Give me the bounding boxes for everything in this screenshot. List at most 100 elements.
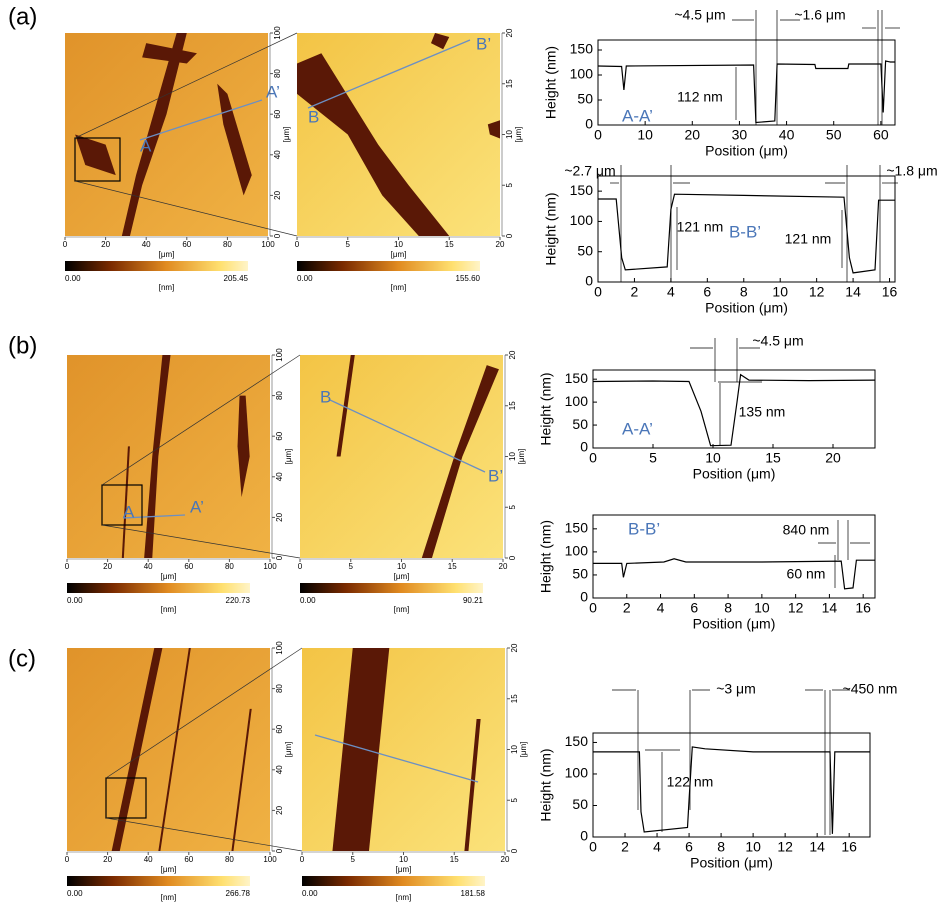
x-tick-label: 2 bbox=[621, 839, 629, 855]
profile-marker: A bbox=[123, 502, 135, 521]
annotation: ~4.5 μm bbox=[752, 333, 803, 349]
x-tick-label: 16 bbox=[882, 284, 898, 300]
colorbar-min: 0.00 bbox=[297, 274, 313, 283]
plot-frame bbox=[592, 732, 871, 838]
colorbar bbox=[302, 876, 485, 886]
profile-line bbox=[122, 514, 186, 519]
annotation: ~3 μm bbox=[716, 681, 756, 697]
profile-marker: A bbox=[140, 136, 152, 155]
x-tick-label: 12 bbox=[777, 839, 793, 855]
image-unit: [μm] bbox=[517, 449, 526, 465]
x-tick-label: 5 bbox=[649, 450, 657, 466]
image-tick-label: 60 bbox=[184, 562, 193, 571]
image-tick-label: 60 bbox=[184, 855, 193, 864]
x-tick-label: 12 bbox=[809, 284, 825, 300]
image-tick-label: 10 bbox=[510, 745, 519, 754]
image-tick-label: 20 bbox=[275, 805, 284, 814]
profile-line bbox=[139, 99, 263, 141]
image-tick-label: 10 bbox=[394, 240, 403, 249]
image-tick-label: 40 bbox=[275, 472, 284, 481]
y-tick-label: 0 bbox=[585, 116, 593, 132]
colorbar-min: 0.00 bbox=[67, 596, 83, 605]
zoom-box bbox=[101, 484, 143, 526]
image-tick-label: 15 bbox=[508, 401, 517, 410]
profile-curve bbox=[597, 60, 895, 124]
image-tick-label: 0 bbox=[300, 855, 305, 864]
image-tick-label: 100 bbox=[273, 26, 282, 40]
x-axis-label: Position (μm) bbox=[693, 466, 776, 482]
image-tick-label: 10 bbox=[397, 562, 406, 571]
crack bbox=[111, 648, 163, 851]
image-tick-label: 80 bbox=[225, 562, 234, 571]
x-tick-label: 10 bbox=[754, 600, 770, 616]
panel-label: (a) bbox=[8, 3, 37, 30]
y-tick-label: 150 bbox=[565, 520, 589, 536]
x-tick-label: 60 bbox=[873, 127, 889, 143]
profile-curve bbox=[593, 746, 870, 834]
colorbar-max: 90.21 bbox=[463, 596, 484, 605]
image-tick-label: 100 bbox=[275, 641, 284, 655]
plot-frame bbox=[592, 514, 876, 599]
y-axis-label: Height (nm) bbox=[538, 520, 554, 593]
x-tick-label: 20 bbox=[684, 127, 700, 143]
x-tick-label: 10 bbox=[637, 127, 653, 143]
profile-line bbox=[307, 39, 471, 109]
annotation: 840 nm bbox=[783, 522, 830, 538]
x-tick-label: 10 bbox=[745, 839, 761, 855]
crack bbox=[421, 365, 499, 558]
profile-marker: A’ bbox=[190, 497, 204, 516]
image-unit: [μm] bbox=[391, 250, 407, 259]
image-tick-label: 0 bbox=[298, 562, 303, 571]
colorbar-min: 0.00 bbox=[302, 889, 318, 898]
crack bbox=[237, 395, 250, 498]
afm-image bbox=[67, 648, 270, 851]
crack bbox=[297, 53, 450, 236]
y-tick-label: 100 bbox=[565, 543, 589, 559]
image-tick-label: 0 bbox=[295, 240, 300, 249]
zoom-line bbox=[105, 647, 303, 779]
annotation: 121 nm bbox=[677, 219, 724, 235]
x-tick-label: 16 bbox=[855, 600, 871, 616]
image-tick-label: 10 bbox=[399, 855, 408, 864]
image-tick-label: 5 bbox=[510, 797, 519, 802]
crack bbox=[332, 648, 390, 851]
profile-marker: B bbox=[320, 387, 331, 406]
colorbar-unit: [nm] bbox=[394, 605, 410, 614]
profile-marker: B bbox=[308, 107, 319, 126]
y-tick-label: 150 bbox=[565, 370, 589, 386]
annotation: ~1.6 μm bbox=[794, 7, 845, 23]
afm-surface bbox=[67, 355, 270, 558]
x-tick-label: 14 bbox=[845, 284, 861, 300]
x-tick-label: 6 bbox=[690, 600, 698, 616]
image-tick-label: 0 bbox=[505, 233, 514, 238]
crack bbox=[336, 355, 355, 457]
afm-image bbox=[297, 33, 500, 236]
image-tick-label: 20 bbox=[499, 562, 508, 571]
image-unit: [μm] bbox=[161, 865, 177, 874]
y-tick-label: 0 bbox=[585, 273, 593, 289]
image-tick-label: 0 bbox=[65, 562, 70, 571]
colorbar-unit: [nm] bbox=[396, 893, 412, 902]
x-tick-label: 8 bbox=[740, 284, 748, 300]
image-tick-label: 0 bbox=[273, 233, 282, 238]
x-tick-label: 14 bbox=[822, 600, 838, 616]
image-tick-label: 15 bbox=[445, 240, 454, 249]
image-tick-label: 10 bbox=[505, 130, 514, 139]
x-axis-label: Position (μm) bbox=[705, 300, 788, 316]
image-tick-label: 5 bbox=[346, 240, 351, 249]
image-tick-label: 10 bbox=[508, 452, 517, 461]
image-tick-label: 80 bbox=[223, 240, 232, 249]
y-tick-label: 100 bbox=[565, 765, 589, 781]
afm-image bbox=[67, 355, 270, 558]
y-tick-label: 100 bbox=[570, 212, 594, 228]
image-tick-label: 60 bbox=[275, 431, 284, 440]
colorbar-unit: [nm] bbox=[159, 283, 175, 292]
y-tick-label: 0 bbox=[580, 589, 588, 605]
image-tick-label: 20 bbox=[101, 240, 110, 249]
profile-marker: B’ bbox=[488, 466, 503, 485]
image-tick-label: 80 bbox=[225, 855, 234, 864]
colorbar-unit: [nm] bbox=[161, 893, 177, 902]
x-tick-label: 50 bbox=[826, 127, 842, 143]
x-tick-label: 10 bbox=[772, 284, 788, 300]
